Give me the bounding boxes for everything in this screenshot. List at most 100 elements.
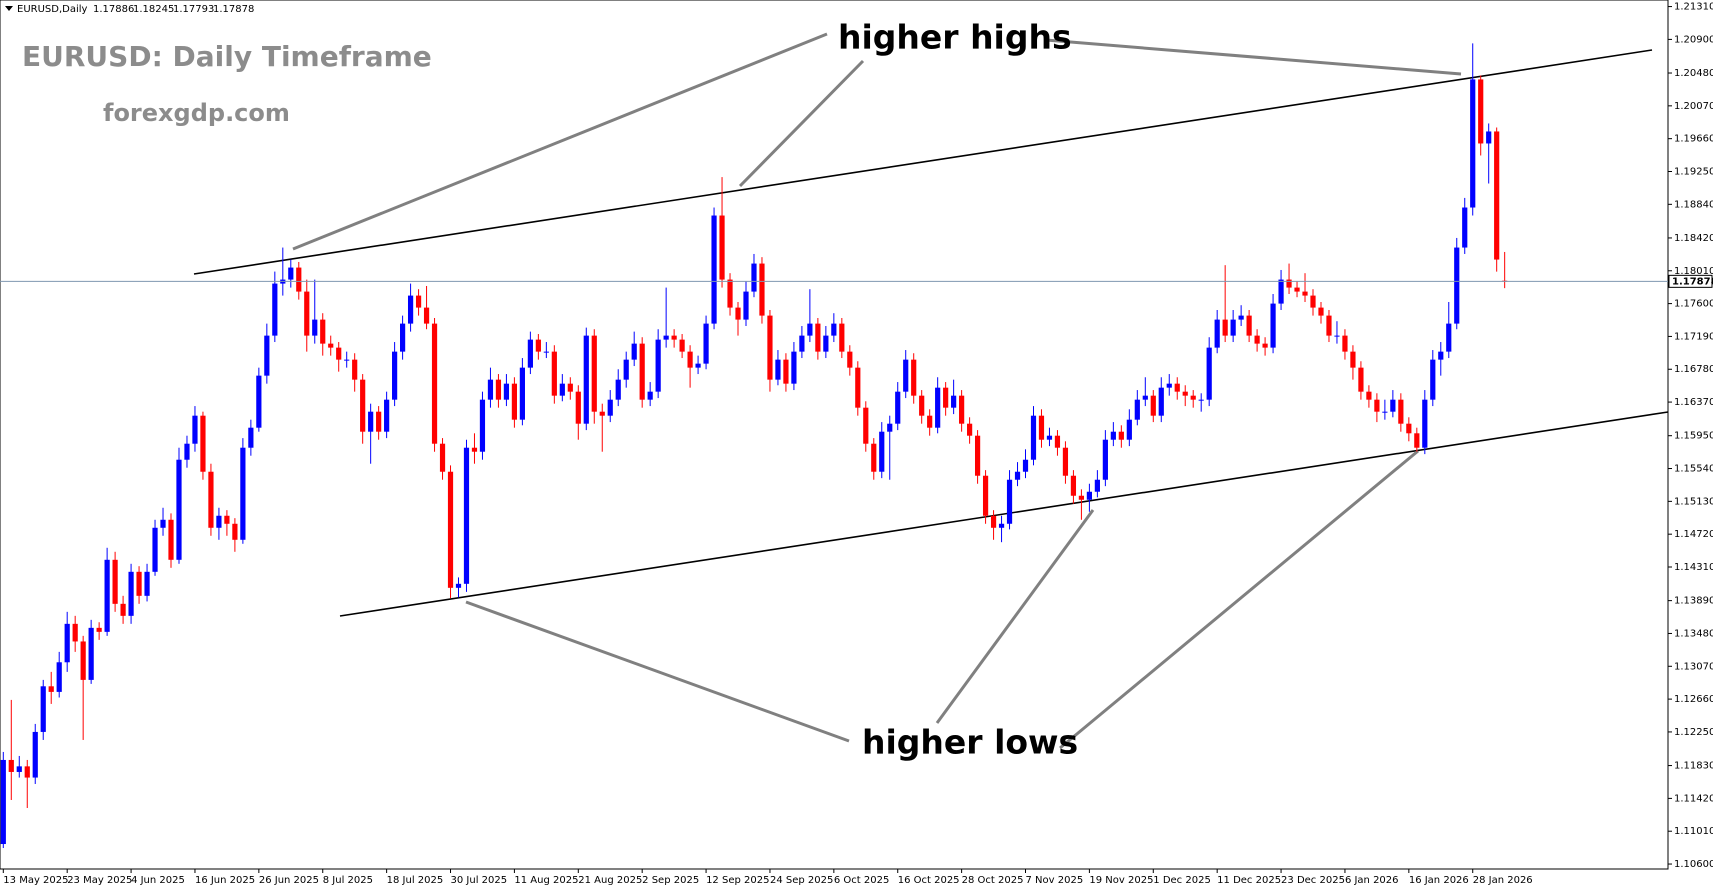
candle-body	[56, 662, 62, 692]
y-tick-label: 1.15540	[1674, 464, 1713, 475]
x-tick-label: 1 Dec 2025	[1153, 875, 1211, 886]
x-tick-label: 11 Dec 2025	[1217, 875, 1281, 886]
candle-body	[1038, 415, 1045, 440]
candle-body	[152, 527, 158, 572]
candle-body	[1414, 433, 1420, 448]
symbol: EURUSD,Daily	[17, 4, 88, 15]
candle-body	[1294, 287, 1300, 292]
x-tick-label: 8 Jul 2025	[323, 875, 373, 886]
candle-body	[1102, 439, 1108, 480]
candle-body	[48, 686, 54, 692]
candle-body	[136, 571, 142, 596]
y-tick-label: 1.21310	[1674, 2, 1713, 13]
candle-body	[1286, 279, 1292, 288]
candle-body	[1430, 359, 1436, 400]
candle-body	[807, 323, 813, 336]
y-tick-label: 1.15950	[1674, 431, 1713, 442]
candle-body	[615, 379, 621, 400]
candle-body	[855, 367, 861, 408]
candle-body	[312, 319, 318, 336]
candle-body	[887, 423, 893, 432]
candle-body	[24, 766, 30, 778]
y-tick-label: 1.14720	[1674, 529, 1713, 540]
y-tick-label: 1.18010	[1674, 266, 1713, 277]
candle-body	[32, 731, 38, 778]
candles	[0, 43, 1668, 849]
candle-body	[1030, 415, 1037, 460]
candle-body	[974, 435, 981, 476]
candle-body	[1382, 411, 1388, 413]
candle-body	[623, 359, 629, 380]
y-tick-label: 1.20900	[1674, 34, 1713, 45]
candle-body	[1406, 423, 1412, 434]
candle-body	[567, 383, 573, 392]
candle-body	[551, 351, 557, 396]
candle-body	[376, 411, 382, 432]
x-tick-label: 16 Jan 2026	[1409, 875, 1469, 886]
candle-body	[1206, 347, 1212, 400]
candle-body	[799, 335, 805, 352]
chart-title: EURUSD: Daily Timeframe	[22, 40, 432, 73]
candle-body	[1174, 383, 1180, 392]
candle-body	[911, 359, 917, 396]
header: EURUSD,Daily 1.17886 1.18245 1.17793 1.1…	[5, 4, 254, 15]
candle-body	[879, 431, 885, 472]
candle-body	[232, 523, 238, 540]
x-tick-label: 30 Jul 2025	[451, 875, 508, 886]
candle-body	[1054, 435, 1061, 448]
candle-body	[40, 686, 46, 732]
x-tick-label: 28 Oct 2025	[962, 875, 1024, 886]
candle-body	[751, 263, 757, 292]
candle-body	[1070, 475, 1077, 496]
candle-body	[1358, 367, 1364, 392]
candle-body	[80, 641, 86, 680]
y-tick-label: 1.14310	[1674, 562, 1713, 573]
subtitle: forexgdp.com	[103, 99, 290, 127]
candle-body	[503, 383, 510, 400]
candle-body	[655, 339, 661, 392]
candle-body	[639, 343, 645, 400]
x-tick-label: 7 Nov 2025	[1026, 875, 1084, 886]
candle-body	[671, 335, 677, 340]
trend-line-upper	[193, 49, 1653, 275]
y-tick-label: 1.13480	[1674, 628, 1713, 639]
candle-body	[1198, 399, 1204, 401]
price-label-box	[1668, 274, 1713, 288]
candle-body	[1254, 335, 1260, 344]
pointer	[935, 509, 1095, 724]
candle-body	[679, 339, 685, 352]
candle-body	[96, 627, 102, 632]
candle-body	[1334, 335, 1340, 337]
x-tick-label: 23 Dec 2025	[1281, 875, 1345, 886]
candle-body	[967, 423, 973, 436]
candle-body	[1478, 79, 1484, 144]
trend-line-lower	[339, 411, 1669, 617]
candle-body	[328, 343, 334, 348]
quote-open: 1.17886	[93, 4, 134, 15]
candle-body	[1166, 383, 1172, 388]
candle-body	[208, 471, 214, 528]
candle-body	[1462, 207, 1468, 248]
y-tick-label: 1.17190	[1674, 331, 1713, 342]
candle-body	[519, 367, 525, 420]
candle-body	[982, 475, 989, 516]
candle-body	[144, 571, 150, 596]
x-tick-label: 2 Sep 2025	[642, 875, 699, 886]
candle-body	[575, 391, 581, 424]
candle-body	[591, 335, 597, 412]
candle-body	[192, 415, 198, 444]
candle-body	[583, 335, 589, 424]
candle-body	[703, 323, 709, 364]
candle-body	[775, 359, 781, 380]
y-tick-label: 1.18840	[1674, 199, 1713, 210]
candle-body	[863, 407, 869, 444]
candle-body	[1150, 395, 1156, 416]
candle-body	[1126, 419, 1132, 440]
candle-body	[1326, 315, 1332, 336]
pointer	[292, 32, 828, 251]
candle-body	[1110, 431, 1116, 440]
candle-body	[919, 395, 925, 416]
candle-body	[1454, 247, 1460, 324]
